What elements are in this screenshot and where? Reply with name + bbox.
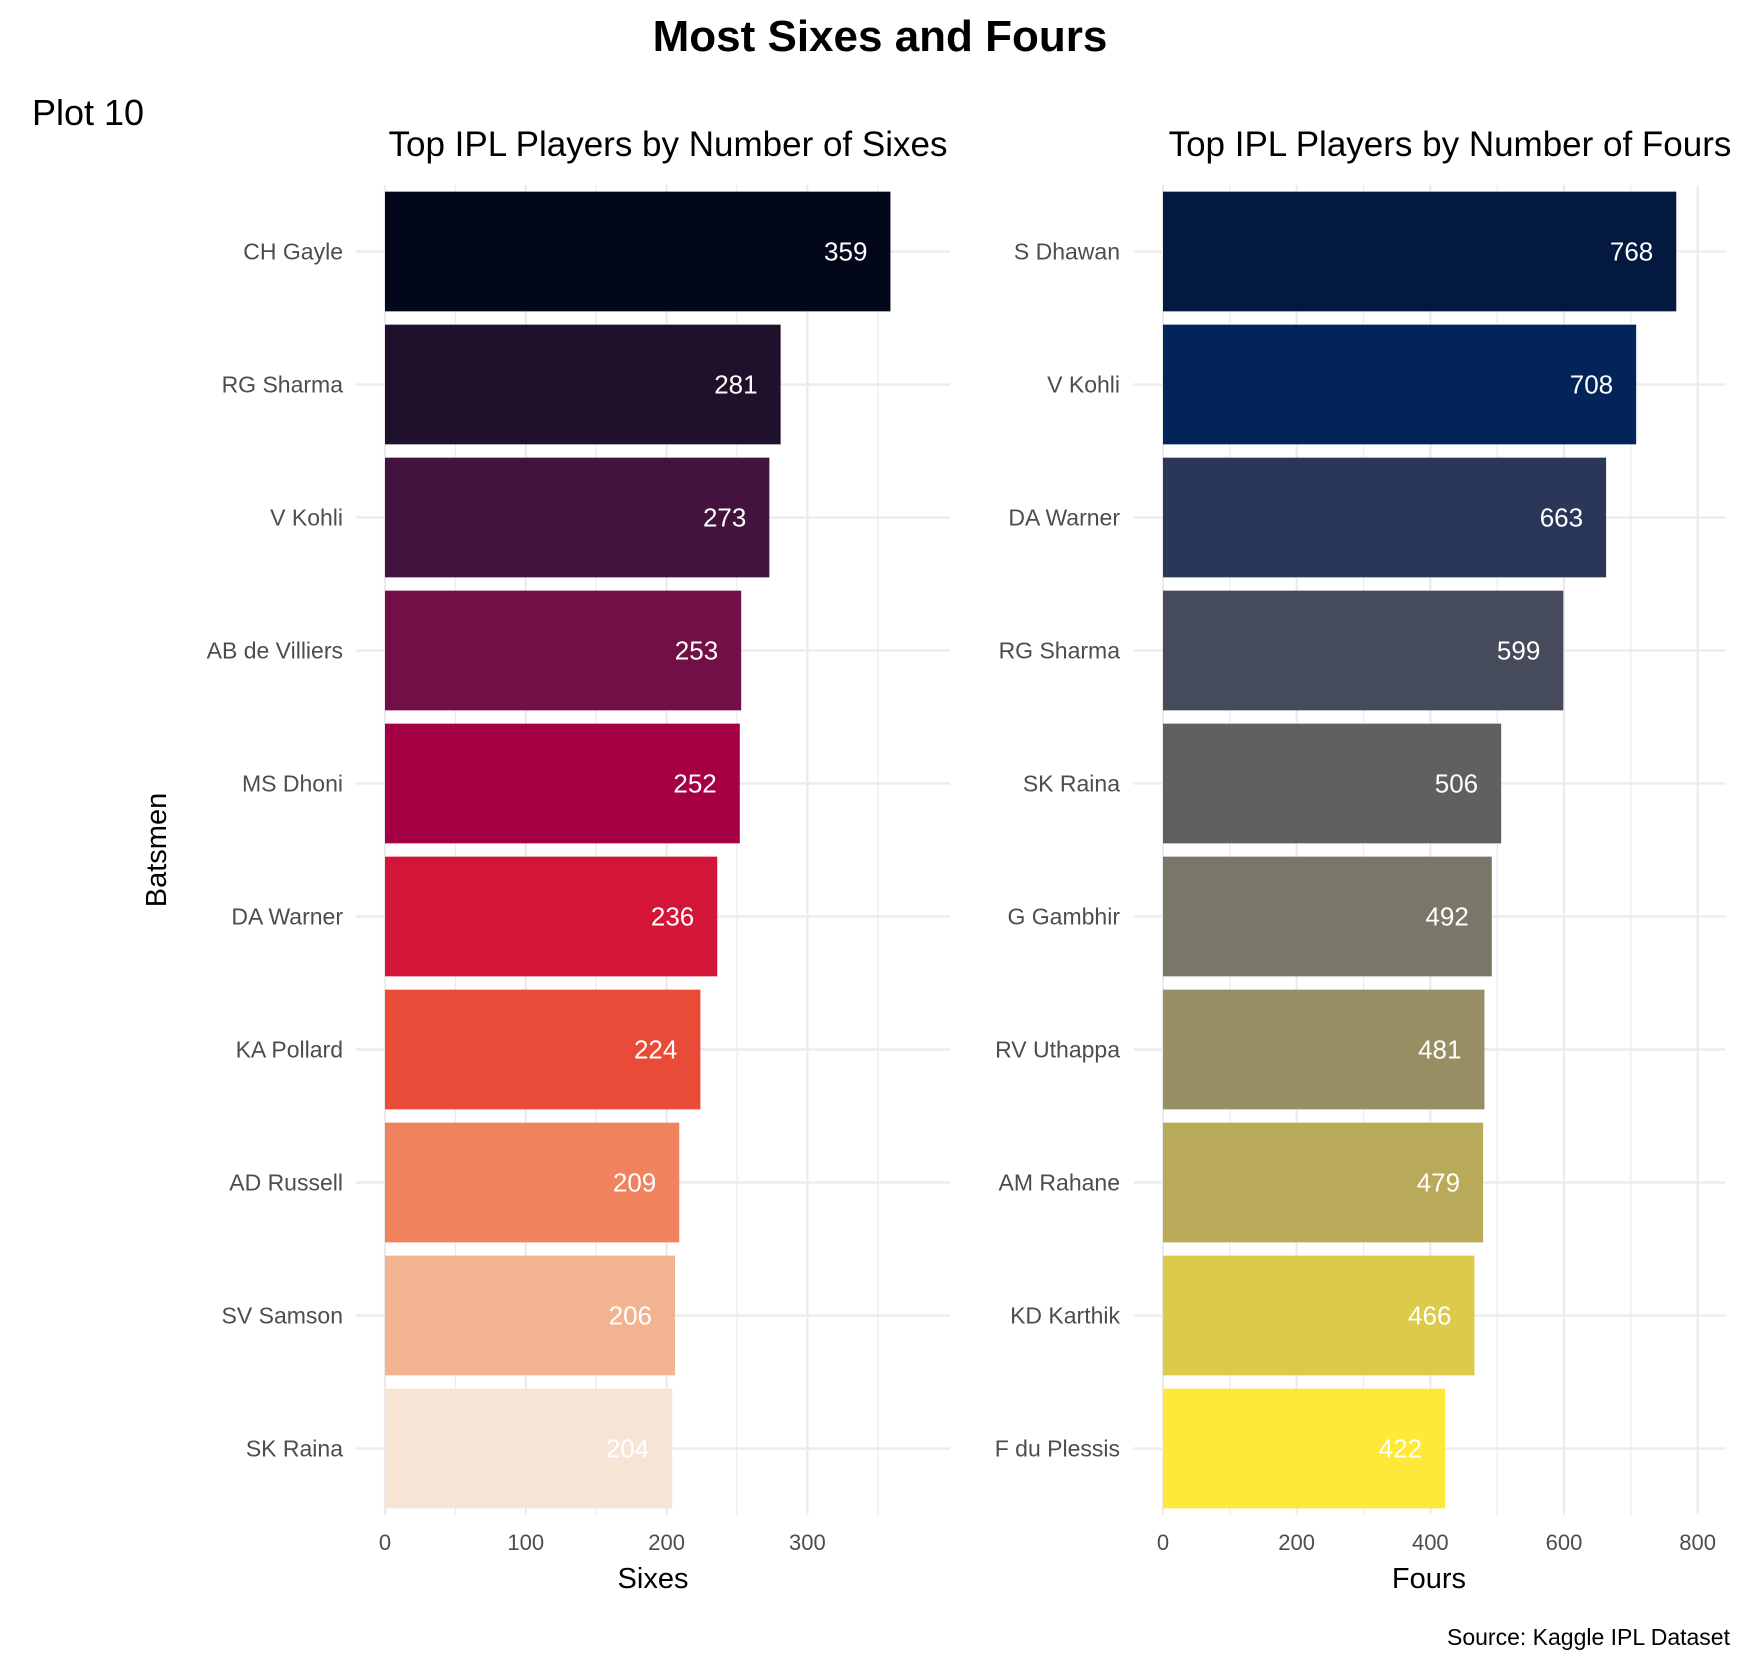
plot-tag: Plot 10 <box>32 92 145 133</box>
sixes-category-label: AB de Villiers <box>207 638 343 664</box>
sixes-category-label: SV Samson <box>222 1303 343 1329</box>
fours-value-label: 708 <box>1570 370 1613 400</box>
fours-x-tick-label: 400 <box>1412 1530 1449 1555</box>
fours-value-label: 466 <box>1408 1301 1451 1331</box>
sixes-category-label: AD Russell <box>229 1170 343 1196</box>
sixes-bar <box>385 191 891 312</box>
fours-category-label: S Dhawan <box>1014 239 1120 265</box>
sixes-x-tick-label: 0 <box>379 1530 391 1555</box>
sixes-category-label: MS Dhoni <box>242 771 343 797</box>
sixes-category-label: RG Sharma <box>222 372 344 398</box>
sixes-x-axis-title: Sixes <box>618 1563 689 1595</box>
sixes-value-label: 252 <box>673 769 716 799</box>
sixes-value-label: 209 <box>613 1168 656 1198</box>
sixes-value-label: 281 <box>714 370 757 400</box>
sixes-bar <box>385 1255 676 1376</box>
fours-category-label: KD Karthik <box>1010 1303 1120 1329</box>
fours-value-label: 599 <box>1497 636 1540 666</box>
fours-value-label: 481 <box>1418 1035 1461 1065</box>
fours-value-label: 479 <box>1417 1168 1460 1198</box>
sixes-bar <box>385 856 718 977</box>
sixes-value-label: 273 <box>703 503 746 533</box>
sixes-category-label: DA Warner <box>231 904 343 930</box>
fours-value-label: 506 <box>1435 769 1478 799</box>
sixes-value-label: 206 <box>609 1301 652 1331</box>
sixes-value-label: 224 <box>634 1035 677 1065</box>
sixes-bar <box>385 989 701 1110</box>
fours-bar <box>1163 457 1607 578</box>
fours-x-tick-label: 800 <box>1679 1530 1716 1555</box>
fours-category-label: SK Raina <box>1023 771 1120 797</box>
sixes-bar <box>385 590 742 711</box>
fours-value-label: 422 <box>1379 1434 1422 1464</box>
sixes-panel: 359 CH Gayle 281 RG Sharma 273 V Kohli 253 AB d… <box>141 125 950 1595</box>
fours-bar <box>1163 1388 1446 1509</box>
fours-bar <box>1163 1122 1484 1243</box>
fours-category-label: G Gambhir <box>1008 904 1121 930</box>
sixes-x-tick-label: 100 <box>507 1530 544 1555</box>
sixes-bar <box>385 324 781 445</box>
fours-value-label: 663 <box>1540 503 1583 533</box>
sixes-value-label: 236 <box>651 902 694 932</box>
fours-category-label: RG Sharma <box>999 638 1121 664</box>
fours-category-label: DA Warner <box>1008 505 1120 531</box>
sixes-bar <box>385 1122 680 1243</box>
fours-panel: 768 S Dhawan 708 V Kohli 663 DA Warner 599 RG S… <box>995 125 1732 1595</box>
fours-category-label: AM Rahane <box>999 1170 1120 1196</box>
fours-category-label: F du Plessis <box>995 1436 1120 1462</box>
fours-x-axis-title: Fours <box>1392 1563 1466 1595</box>
fours-bar <box>1163 723 1502 844</box>
fours-bar <box>1163 324 1637 445</box>
sixes-chart-title: Top IPL Players by Number of Sixes <box>389 125 948 164</box>
sixes-x-tick-label: 200 <box>648 1530 685 1555</box>
sixes-value-label: 253 <box>675 636 718 666</box>
sixes-category-label: V Kohli <box>270 505 343 531</box>
sixes-value-label: 359 <box>824 237 867 267</box>
fours-value-label: 492 <box>1425 902 1468 932</box>
sixes-x-tick-label: 300 <box>789 1530 826 1555</box>
fours-bar <box>1163 989 1485 1110</box>
fours-chart-title: Top IPL Players by Number of Fours <box>1169 125 1732 164</box>
fours-category-label: V Kohli <box>1047 372 1120 398</box>
fours-category-label: RV Uthappa <box>995 1037 1120 1063</box>
sixes-y-axis-title: Batsmen <box>141 793 173 907</box>
source-caption: Source: Kaggle IPL Dataset <box>1447 1624 1730 1650</box>
sixes-bar <box>385 1388 673 1509</box>
sixes-bar <box>385 723 740 844</box>
fours-bar <box>1163 191 1677 312</box>
main-title: Most Sixes and Fours <box>652 12 1108 61</box>
sixes-category-label: KA Pollard <box>236 1037 343 1063</box>
fours-value-label: 768 <box>1610 237 1653 267</box>
fours-bar <box>1163 1255 1475 1376</box>
sixes-value-label: 204 <box>606 1434 649 1464</box>
fours-x-tick-label: 0 <box>1157 1530 1169 1555</box>
fours-x-tick-label: 600 <box>1546 1530 1583 1555</box>
fours-bar <box>1163 856 1492 977</box>
sixes-category-label: SK Raina <box>246 1436 343 1462</box>
fours-x-tick-label: 200 <box>1278 1530 1315 1555</box>
sixes-bar <box>385 457 770 578</box>
fours-bar <box>1163 590 1564 711</box>
sixes-category-label: CH Gayle <box>243 239 343 265</box>
